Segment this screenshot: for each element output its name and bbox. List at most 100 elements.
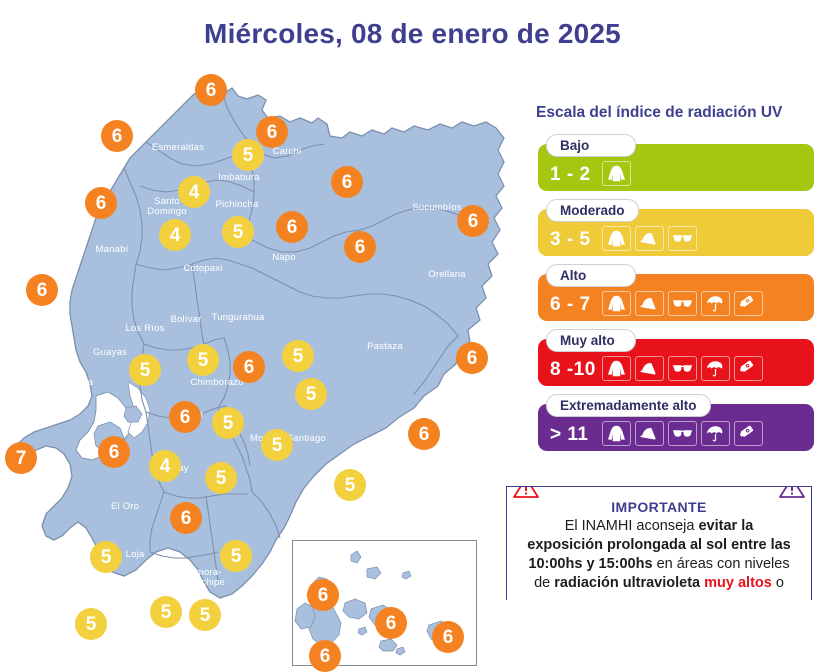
province-label: Santa Elena [39,377,93,389]
province-label: Orellana [428,269,466,281]
province-label: Guayas [93,347,127,359]
notice-line1-plain: El INAMHI aconseja [564,518,699,534]
notice-line1-bold: evitar la [698,518,754,534]
uv-badge[interactable]: 7 [5,442,37,474]
uv-badge[interactable]: 5 [187,344,219,376]
uv-badge[interactable]: 6 [169,401,201,433]
shirt-icon [602,226,631,251]
sunscreen-icon [734,356,763,381]
notice-line3-bold: 10:00hs y 15:00hs [528,556,653,573]
province-label: Napo [272,252,296,264]
uv-badge[interactable]: 4 [159,219,191,251]
uv-scale-legend: Escala del índice de radiación UV 1 - 2 … [532,104,814,459]
uv-badge[interactable]: 5 [295,378,327,410]
uv-badge[interactable]: 6 [432,621,464,653]
important-notice: IMPORTANTE El INAMHI aconseja evitar la … [506,486,812,600]
legend-row-moderado[interactable]: 3 - 5 Moderado [532,199,814,256]
mainland-landmass [13,83,505,599]
legend-range: 6 - 7 [550,294,591,315]
legend-title: Escala del índice de radiación UV [536,104,783,121]
page-title: Miércoles, 08 de enero de 2025 [204,18,621,49]
island-islet-a [357,626,368,636]
uv-badge[interactable]: 6 [456,342,488,374]
province-label: Bolívar [170,314,202,326]
notice-line4-plain: de [534,575,555,592]
province-label: Zamora- Chinchipe [180,567,226,588]
legend-icon-group [602,291,763,316]
uv-badge[interactable]: 4 [178,176,210,208]
legend-row-extremadamente-alto[interactable]: > 11 Extremadamente alto [532,394,814,451]
uv-badge[interactable]: 6 [331,166,363,198]
shirt-icon [602,291,631,316]
legend-icon-group [602,161,631,186]
island-floreana [378,638,398,652]
umbrella-icon [701,421,730,446]
sunglasses-icon [668,356,697,381]
legend-range: 1 - 2 [550,164,591,185]
province-label: Cotopaxi [183,263,223,275]
legend-label: Moderado [546,199,639,222]
uv-badge[interactable]: 5 [220,540,252,572]
uv-badge[interactable]: 5 [129,354,161,386]
uv-badge[interactable]: 5 [189,599,221,631]
uv-badge[interactable]: 6 [309,640,341,672]
sunglasses-icon [668,421,697,446]
legend-label: Extremadamente alto [546,394,711,417]
uv-badge[interactable]: 5 [150,596,182,628]
uv-badge[interactable]: 6 [85,187,117,219]
uv-badge[interactable]: 6 [195,74,227,106]
uv-badge[interactable]: 6 [375,607,407,639]
sunglasses-icon [668,226,697,251]
uv-badge[interactable]: 6 [408,418,440,450]
legend-icon-group [602,226,697,251]
uv-badge[interactable]: 5 [232,139,264,171]
legend-label: Bajo [546,134,636,157]
uv-badge[interactable]: 6 [101,120,133,152]
legend-row-alto[interactable]: 6 - 7 Alto [532,264,814,321]
uv-badge[interactable]: 5 [282,340,314,372]
shirt-icon [602,161,631,186]
uv-badge[interactable]: 6 [276,211,308,243]
legend-row-muy-alto[interactable]: 8 -10 Muy alto [532,329,814,386]
island-pinta [350,550,362,564]
uv-badge[interactable]: 4 [149,450,181,482]
uv-badge[interactable]: 5 [75,608,107,640]
uv-badge[interactable]: 6 [233,351,265,383]
province-label: Loja [125,549,145,561]
sunglasses-icon [668,291,697,316]
province-label: Carchi [272,146,302,158]
uv-badge[interactable]: 6 [256,116,288,148]
uv-badge[interactable]: 5 [222,216,254,248]
uv-badge[interactable]: 6 [98,436,130,468]
uv-badge[interactable]: 6 [457,205,489,237]
uv-badge[interactable]: 5 [90,541,122,573]
cap-icon [635,226,664,251]
cap-icon [635,356,664,381]
umbrella-icon [701,291,730,316]
uv-badge[interactable]: 5 [261,429,293,461]
warning-triangle-red-icon [513,487,539,498]
notice-line2-bold: exposición prolongada al sol entre las [527,537,791,554]
uv-badge[interactable]: 5 [205,462,237,494]
uv-badge[interactable]: 6 [344,231,376,263]
cap-icon [635,421,664,446]
ecuador-map-shape [13,83,505,599]
province-label: Tungurahua [211,312,265,324]
uv-badge[interactable]: 5 [212,407,244,439]
legend-range: 8 -10 [550,359,596,380]
notice-heading: IMPORTANTE [611,499,707,515]
sunscreen-icon [734,291,763,316]
notice-line4-bold: radiación ultravioleta [554,575,705,592]
island-islet-b [395,646,406,656]
legend-label: Alto [546,264,636,287]
legend-row-bajo[interactable]: 1 - 2 Bajo [532,134,814,191]
uv-badge[interactable]: 6 [307,579,339,611]
province-label: Santo Domingo [147,196,187,217]
island-marchena [366,566,382,580]
uv-badge[interactable]: 6 [26,274,58,306]
notice-body: El INAMHI aconseja evitar la exposición … [507,517,811,594]
cap-icon [635,291,664,316]
uv-badge[interactable]: 5 [334,469,366,501]
legend-range: 3 - 5 [550,229,591,250]
uv-badge[interactable]: 6 [170,502,202,534]
